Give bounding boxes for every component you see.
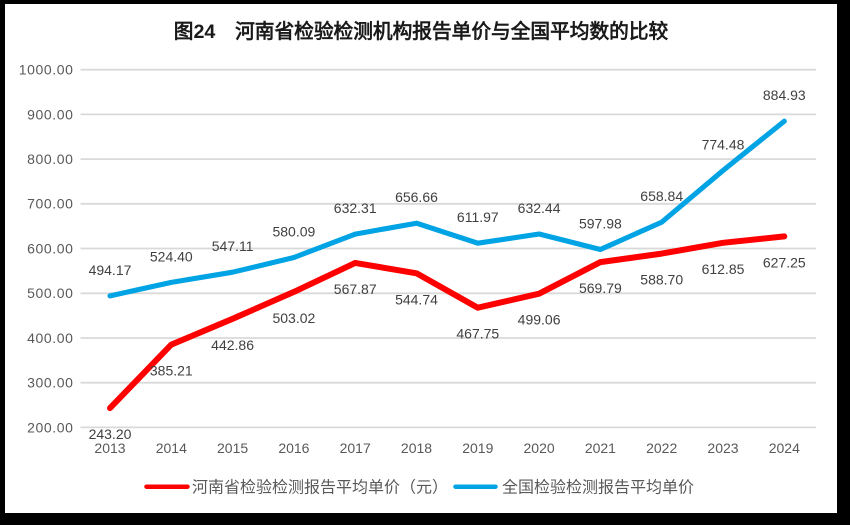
svg-text:400.00: 400.00 bbox=[27, 330, 73, 346]
svg-text:597.98: 597.98 bbox=[579, 216, 622, 232]
svg-text:243.20: 243.20 bbox=[89, 426, 132, 442]
svg-text:632.44: 632.44 bbox=[518, 200, 561, 216]
svg-text:385.21: 385.21 bbox=[150, 363, 193, 379]
svg-text:2022: 2022 bbox=[646, 440, 677, 456]
svg-text:884.93: 884.93 bbox=[763, 87, 806, 103]
svg-text:627.25: 627.25 bbox=[763, 254, 806, 270]
svg-text:588.70: 588.70 bbox=[640, 272, 683, 288]
svg-text:2023: 2023 bbox=[707, 440, 738, 456]
svg-text:2017: 2017 bbox=[340, 440, 371, 456]
svg-text:611.97: 611.97 bbox=[457, 209, 499, 225]
svg-text:612.85: 612.85 bbox=[702, 261, 745, 277]
svg-text:2018: 2018 bbox=[401, 440, 432, 456]
svg-text:2021: 2021 bbox=[585, 440, 616, 456]
svg-text:600.00: 600.00 bbox=[27, 240, 73, 256]
svg-text:632.31: 632.31 bbox=[334, 200, 377, 216]
svg-text:900.00: 900.00 bbox=[27, 106, 73, 122]
svg-text:2024: 2024 bbox=[769, 440, 800, 456]
svg-text:774.48: 774.48 bbox=[702, 137, 745, 153]
svg-text:544.74: 544.74 bbox=[395, 291, 438, 307]
svg-text:524.40: 524.40 bbox=[150, 248, 193, 264]
svg-text:2013: 2013 bbox=[94, 440, 125, 456]
svg-text:300.00: 300.00 bbox=[27, 375, 73, 391]
svg-text:499.06: 499.06 bbox=[518, 312, 561, 328]
svg-text:442.86: 442.86 bbox=[211, 337, 254, 353]
svg-text:658.84: 658.84 bbox=[640, 188, 683, 204]
svg-text:580.09: 580.09 bbox=[272, 224, 315, 240]
svg-text:图24 河南省检验检测机构报告单价与全国平均数的比较: 图24 河南省检验检测机构报告单价与全国平均数的比较 bbox=[174, 20, 669, 43]
svg-text:2016: 2016 bbox=[278, 440, 309, 456]
svg-text:656.66: 656.66 bbox=[395, 189, 438, 205]
svg-text:河南省检验检测报告平均单价（元）: 河南省检验检测报告平均单价（元） bbox=[192, 478, 448, 496]
svg-text:700.00: 700.00 bbox=[27, 196, 73, 212]
svg-text:569.79: 569.79 bbox=[579, 280, 622, 296]
svg-text:547.11: 547.11 bbox=[212, 238, 254, 254]
svg-text:2019: 2019 bbox=[462, 440, 493, 456]
svg-text:全国检验检测报告平均单价: 全国检验检测报告平均单价 bbox=[502, 478, 694, 496]
svg-text:800.00: 800.00 bbox=[27, 151, 73, 167]
svg-text:503.02: 503.02 bbox=[272, 310, 315, 326]
svg-text:2015: 2015 bbox=[217, 440, 248, 456]
svg-text:200.00: 200.00 bbox=[27, 419, 73, 435]
svg-text:1000.00: 1000.00 bbox=[19, 62, 74, 78]
svg-text:2014: 2014 bbox=[156, 440, 187, 456]
svg-text:467.75: 467.75 bbox=[456, 326, 499, 342]
svg-text:500.00: 500.00 bbox=[27, 285, 73, 301]
svg-text:494.17: 494.17 bbox=[89, 262, 132, 278]
svg-text:567.87: 567.87 bbox=[334, 281, 377, 297]
svg-text:2020: 2020 bbox=[524, 440, 555, 456]
